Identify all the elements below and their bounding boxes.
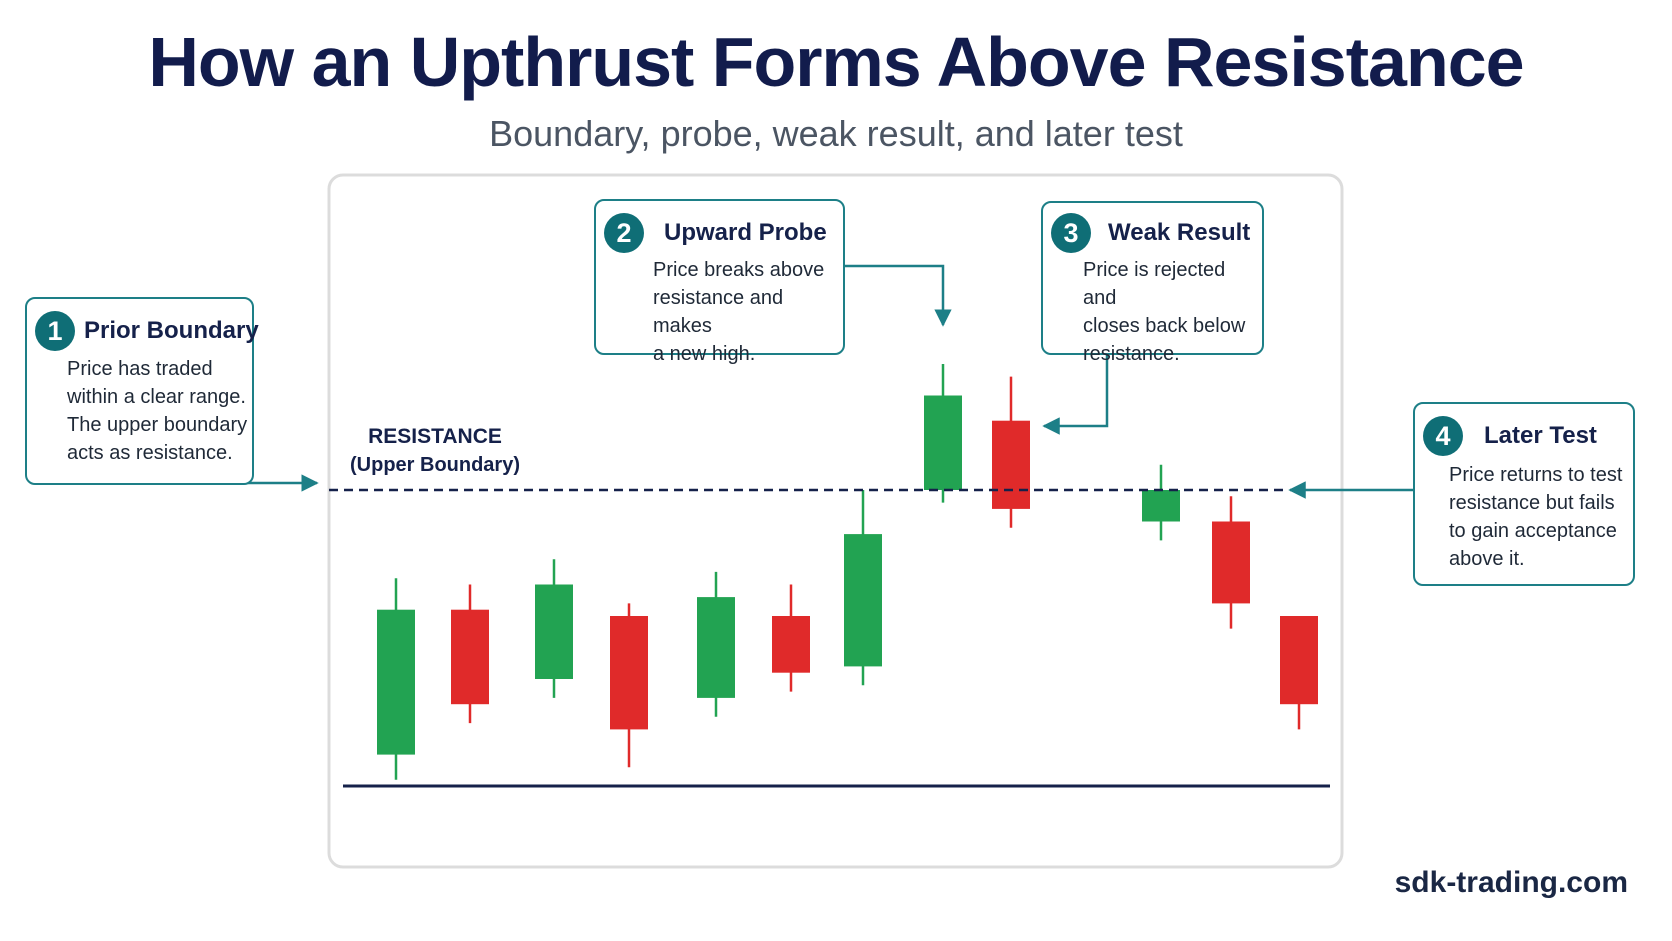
candle-bearish [1212,496,1250,629]
callout-line: resistance. [1083,343,1180,365]
candle-bearish [610,603,648,768]
callout-heading: Upward Probe [664,219,827,246]
candle-body [992,420,1030,509]
callout-heading: Later Test [1484,422,1597,449]
candle-bullish [844,490,882,686]
resistance-label: RESISTANCE (Upper Boundary) [330,423,540,479]
callout-line: acts as resistance. [67,442,233,464]
step-number-badge: 4 [1423,416,1463,456]
candle-bullish [697,571,735,717]
callout-line: Price returns to test [1449,464,1623,486]
callout-line: resistance and makes [653,287,784,337]
callout-line: above it. [1449,548,1525,570]
callout-body: Price has traded within a clear range. T… [67,355,247,467]
candle-bearish [1280,616,1318,730]
candle-bearish [992,376,1030,528]
callout-heading: Weak Result [1108,219,1251,246]
candle-bearish [451,584,489,724]
callout-line: a new high. [653,343,756,365]
callout-line: Price is rejected and [1083,259,1226,309]
callout-body: Price returns to test resistance but fai… [1449,461,1622,573]
candle-body [451,609,489,705]
callout-body: Price breaks above resistance and makes … [653,256,843,368]
candle-body [1142,490,1180,522]
callout-body: Price is rejected and closes back below … [1083,256,1262,368]
callout-line: closes back below [1083,315,1246,337]
callout-line: to gain acceptance [1449,520,1617,542]
callout-line: within a clear range. [67,386,246,408]
candle-bullish [535,559,573,698]
candle-body [924,395,962,490]
step-number-badge: 2 [604,213,644,253]
callout-upward-probe: 2 Upward Probe Price breaks above resist… [594,199,845,365]
candle-bullish [377,578,415,780]
step-number-badge: 3 [1051,213,1091,253]
diagram-subtitle: Boundary, probe, weak result, and later … [489,113,1183,154]
callout-line: Price has traded [67,358,213,380]
candle-bearish [772,584,810,692]
callout-weak-result: 3 Weak Result Price is rejected and clos… [1041,201,1264,365]
resistance-label-subtitle: (Upper Boundary) [350,454,520,476]
candle-body [1280,616,1318,705]
candle-bullish [1142,464,1180,541]
candle-body [844,534,882,667]
callout-prior-boundary: 1 Prior Boundary Price has traded within… [25,297,259,485]
candle-body [697,597,735,698]
callout-line: Price breaks above [653,259,825,281]
diagram-title: How an Upthrust Forms Above Resistance [148,23,1524,101]
brand-watermark: sdk-trading.com [1394,866,1628,899]
candle-body [1212,521,1250,604]
candle-body [772,616,810,673]
candlestick-series [377,364,1318,780]
candle-body [610,616,648,730]
callout-heading: Prior Boundary [84,317,259,344]
arrow-upward-probe [845,264,952,327]
arrow-weak-result [1042,355,1109,435]
candle-body [535,584,573,679]
resistance-label-title: RESISTANCE [368,425,502,448]
callout-line: The upper boundary [67,414,248,436]
callout-later-test: 4 Later Test Price returns to test resis… [1413,402,1635,586]
callout-line: resistance but fails [1449,492,1615,514]
step-number-badge: 1 [35,311,75,351]
candle-body [377,609,415,755]
candle-bullish [924,364,962,503]
